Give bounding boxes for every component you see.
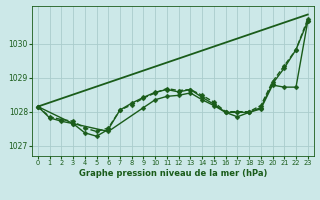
X-axis label: Graphe pression niveau de la mer (hPa): Graphe pression niveau de la mer (hPa) [79, 169, 267, 178]
